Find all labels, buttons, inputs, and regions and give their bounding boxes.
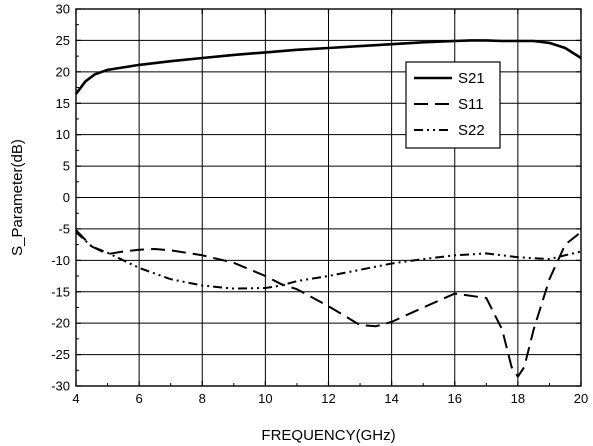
y-tick-label: -25: [51, 347, 70, 362]
y-tick-label: 5: [63, 159, 70, 174]
y-tick-label: -20: [51, 316, 70, 331]
y-tick-label: 0: [63, 190, 70, 205]
legend-label-s22: S22: [458, 122, 485, 139]
x-tick-label: 20: [574, 391, 588, 406]
x-tick-label: 6: [136, 391, 143, 406]
axis-ticks: 4 6 8 10 12 14 16 18 20 -30 -25 -20 -15 -10 -5 0 5 10 15 20…: [51, 2, 588, 407]
x-tick-label: 8: [199, 391, 206, 406]
y-tick-label: 10: [56, 127, 70, 142]
legend-label-s11: S11: [458, 96, 484, 113]
series-line-s21: [74, 39, 582, 95]
x-tick-label: 4: [72, 391, 79, 406]
series-layer: [74, 39, 582, 378]
series-line-s22: [75, 231, 582, 290]
x-tick-label: 18: [511, 391, 525, 406]
legend: S21 S11 S22: [405, 61, 501, 149]
x-tick-label: 14: [384, 391, 398, 406]
grid: [76, 9, 581, 386]
x-tick-label: 12: [321, 391, 335, 406]
y-tick-label: -15: [51, 284, 70, 299]
y-tick-label: 30: [56, 2, 70, 17]
x-tick-label: 16: [448, 391, 462, 406]
y-tick-label: -10: [51, 253, 70, 268]
series-line-s11: [75, 229, 582, 378]
y-tick-label: 15: [56, 96, 70, 111]
x-axis-title: FREQUENCY(GHz): [261, 427, 395, 444]
y-tick-label: 25: [56, 33, 70, 48]
x-tick-label: 10: [258, 391, 272, 406]
y-tick-label: -30: [51, 379, 70, 394]
legend-label-s21: S21: [458, 70, 485, 87]
y-tick-label: 20: [56, 64, 70, 79]
y-tick-label: -5: [58, 221, 70, 236]
y-axis-title: S_Parameter(dB): [9, 139, 26, 256]
